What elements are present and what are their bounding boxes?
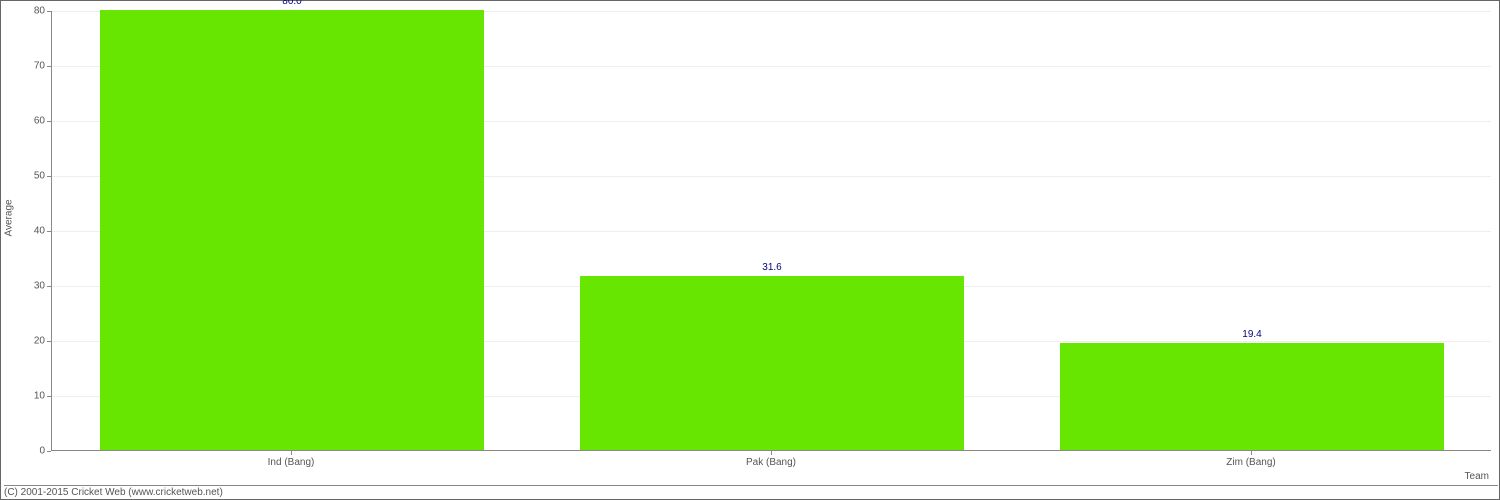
x-tick-label: Pak (Bang) [746, 457, 796, 468]
y-tick-label: 0 [5, 446, 45, 457]
bar-value-label: 31.6 [580, 262, 964, 273]
x-tick-mark [771, 451, 772, 455]
x-tick-mark [291, 451, 292, 455]
bar-value-label: 19.4 [1060, 329, 1444, 340]
x-axis-title: Team [1465, 471, 1489, 482]
y-tick-label: 70 [5, 61, 45, 72]
y-tick-label: 10 [5, 391, 45, 402]
y-tick-label: 80 [5, 6, 45, 17]
x-tick-label: Zim (Bang) [1226, 457, 1275, 468]
y-tick-label: 60 [5, 116, 45, 127]
x-tick-label: Ind (Bang) [268, 457, 315, 468]
y-tick-label: 20 [5, 336, 45, 347]
bar: 31.6 [580, 276, 964, 450]
y-tick-label: 40 [5, 226, 45, 237]
x-tick-mark [1251, 451, 1252, 455]
y-tick-mark [47, 451, 51, 452]
plot-area: 80.0 31.6 19.4 [51, 11, 1491, 451]
footer-credit: (C) 2001-2015 Cricket Web (www.cricketwe… [4, 485, 1498, 498]
bar-value-label: 80.0 [100, 0, 484, 7]
y-tick-label: 30 [5, 281, 45, 292]
chart-container: Average Team 01020304050607080 80.031.61… [0, 0, 1500, 500]
bar: 80.0 [100, 10, 484, 450]
bar: 19.4 [1060, 343, 1444, 450]
y-tick-label: 50 [5, 171, 45, 182]
